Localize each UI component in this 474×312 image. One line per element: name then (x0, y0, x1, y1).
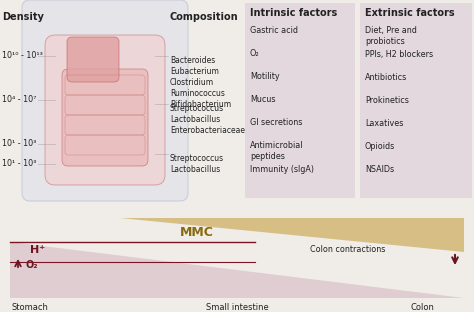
Text: 10¹ - 10³: 10¹ - 10³ (2, 139, 36, 149)
Text: Small intestine
(facultative anaerobes): Small intestine (facultative anaerobes) (188, 303, 286, 312)
Text: Bacteroides: Bacteroides (170, 56, 215, 65)
Text: Density: Density (2, 12, 44, 22)
Text: Laxatives: Laxatives (365, 119, 403, 128)
Text: Bifidobacterium: Bifidobacterium (170, 100, 231, 109)
Text: O₂: O₂ (250, 49, 260, 58)
Text: Colon contractions: Colon contractions (310, 246, 385, 255)
FancyBboxPatch shape (62, 69, 148, 166)
Text: Mucus: Mucus (250, 95, 275, 104)
Text: PPIs, H2 blockers: PPIs, H2 blockers (365, 50, 433, 59)
Polygon shape (10, 242, 464, 298)
Text: Enterobacteriaceae: Enterobacteriaceae (170, 126, 245, 135)
Text: Composition: Composition (170, 12, 238, 22)
Polygon shape (120, 218, 464, 252)
Text: NSAIDs: NSAIDs (365, 165, 394, 174)
Text: Opioids: Opioids (365, 142, 395, 151)
Text: 10¹⁰ - 10¹³: 10¹⁰ - 10¹³ (2, 51, 43, 61)
Text: Gastric acid: Gastric acid (250, 26, 298, 35)
Text: Streptococcus: Streptococcus (170, 154, 224, 163)
Text: MMC: MMC (180, 226, 214, 238)
Text: Prokinetics: Prokinetics (365, 96, 409, 105)
Text: O₂: O₂ (26, 260, 38, 270)
Text: 10¹ - 10³: 10¹ - 10³ (2, 159, 36, 168)
Text: Antimicrobial: Antimicrobial (250, 141, 303, 150)
Text: 10⁴ - 10⁷: 10⁴ - 10⁷ (2, 95, 36, 105)
Text: Immunity (sIgA): Immunity (sIgA) (250, 165, 314, 174)
Text: Ruminococcus: Ruminococcus (170, 89, 225, 98)
FancyBboxPatch shape (245, 3, 355, 198)
Text: Stomach: Stomach (12, 303, 49, 312)
Text: Antibiotics: Antibiotics (365, 73, 407, 82)
FancyBboxPatch shape (67, 37, 119, 82)
Text: probiotics: probiotics (365, 37, 405, 46)
Text: Lactobacillus: Lactobacillus (170, 115, 220, 124)
Text: H⁺: H⁺ (30, 245, 45, 255)
FancyBboxPatch shape (360, 3, 472, 198)
Text: Motility: Motility (250, 72, 280, 81)
Text: Streptococcus: Streptococcus (170, 104, 224, 113)
Text: GI secretions: GI secretions (250, 118, 302, 127)
Text: Lactobacillus: Lactobacillus (170, 165, 220, 174)
FancyBboxPatch shape (45, 35, 165, 185)
Text: Extrinsic factors: Extrinsic factors (365, 8, 455, 18)
Text: Colon
(strict anaerobes): Colon (strict anaerobes) (385, 303, 460, 312)
FancyBboxPatch shape (22, 0, 188, 201)
Text: peptides: peptides (250, 152, 285, 161)
Text: Intrinsic factors: Intrinsic factors (250, 8, 337, 18)
Text: Eubacterium: Eubacterium (170, 67, 219, 76)
Text: Clostridium: Clostridium (170, 78, 214, 87)
Text: Diet, Pre and: Diet, Pre and (365, 26, 417, 35)
